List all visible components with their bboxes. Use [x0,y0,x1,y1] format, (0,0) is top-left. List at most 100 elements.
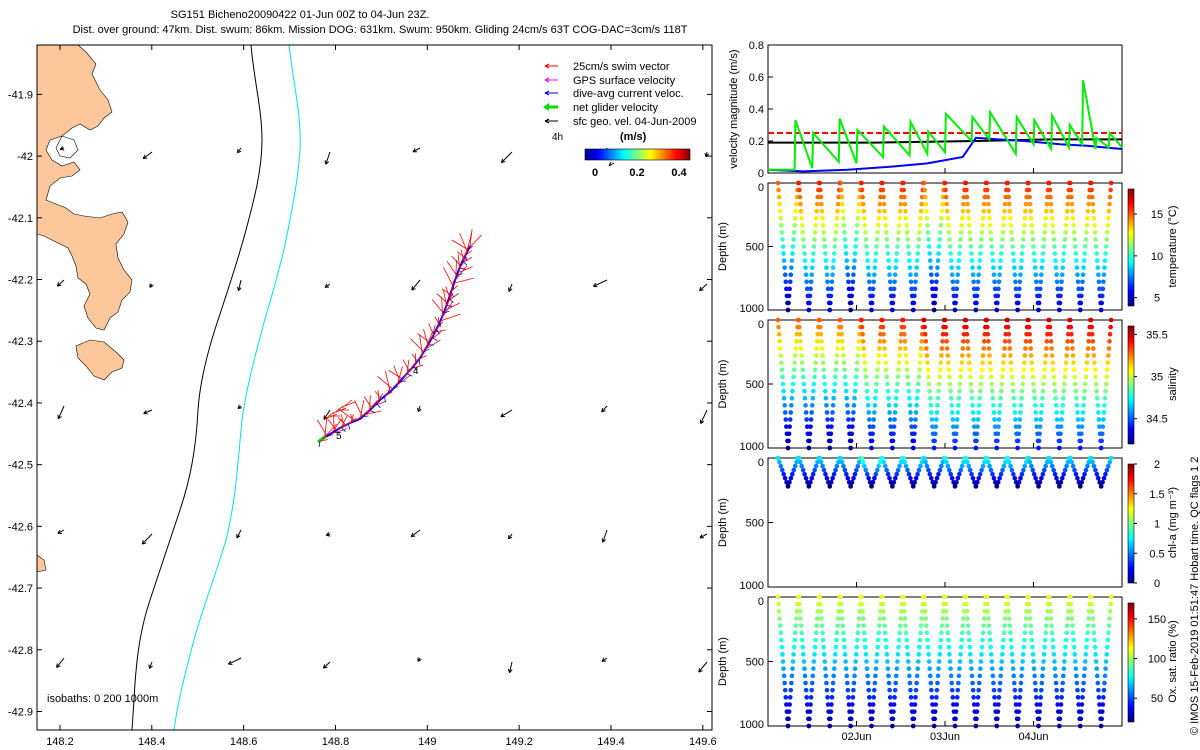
section-sample-point [945,215,951,221]
section-sample-point [798,208,804,214]
section-sample-point [866,410,872,415]
section-sample-point [922,187,927,193]
section-sample-point [854,467,859,473]
section-sample-point [1083,652,1089,657]
map-ytick-label: -41.9 [8,89,33,101]
section-sample-point [896,637,902,643]
section-sample-point [779,360,784,365]
section-sample-point [852,388,858,394]
section-sample-point [994,484,1000,489]
section-sample-point [831,673,836,679]
geo-arrowhead [228,660,233,665]
section-sample-point [1079,431,1084,437]
section-sample-point [949,680,954,686]
section-sample-point [822,381,828,387]
section-sample-point [936,666,941,671]
section-sample-point [908,410,913,415]
section-sample-point [806,484,812,489]
section-sample-point [785,484,791,489]
section-sample-point [969,666,974,671]
section-sample-point [990,395,996,401]
section-sample-point [957,659,963,664]
section-sample-point [1013,695,1018,700]
section-sample-point [1069,616,1075,621]
section-sample-point [886,395,891,401]
section-sample-point [809,403,815,408]
section-sample-point [777,201,782,207]
geo-arrowhead [237,404,242,410]
section-sample-point [955,475,961,481]
section-sample-point [823,666,828,671]
section-sample-point [860,616,866,621]
section-sample-point [1060,673,1066,679]
section-sample-point [818,459,824,465]
section-sample-point [906,251,912,256]
section-sample-point [954,286,959,292]
section-sample-point [1099,438,1105,444]
swim-vector [443,267,454,287]
section-sample-point [1011,395,1017,401]
section-sample-point [883,367,889,373]
section-sample-point [824,680,829,686]
section-sample-point [1036,716,1042,722]
geo-arrowhead [324,160,330,165]
section-sample-point [786,431,792,437]
section-sample-point [934,279,939,285]
section-sample-point [1060,403,1066,408]
section-sample-point [1034,286,1040,292]
section-sample-point [1096,687,1101,693]
section-sample-point [986,339,991,344]
section-sample-point [928,680,934,686]
section-sample-point [848,723,853,729]
section-sample-point [833,644,839,650]
section-sample-point [779,637,784,643]
section-sample-point [1085,353,1090,358]
section-sample-point [886,265,892,270]
section-sample-point [1104,644,1110,650]
section-sample-point [924,623,929,628]
section-sample-point [1062,659,1067,664]
section-sample-point [870,431,875,437]
section-sample-point [1063,637,1069,643]
geo-arrow [501,151,513,163]
section-sample-point [815,459,820,465]
section-sample-point [885,244,890,249]
section-sample-point [955,410,961,415]
section-sample-point [1092,230,1098,235]
section-sample-point [897,353,902,358]
swim-vector [406,359,410,374]
section-sample-point [988,230,993,235]
geo-arrowhead [601,407,606,413]
section-sample-point [1076,702,1081,707]
section-sample-point [963,594,969,600]
section-sample-point [1101,410,1107,415]
section-sample-point [1080,417,1085,422]
section-sample-point [848,307,853,313]
section-sample-point [827,484,833,489]
section-sample-point [905,652,911,657]
section-sample-point [958,467,964,473]
section-sample-point [907,680,913,686]
section-sample-point [823,388,828,394]
section-sample-point [1018,265,1024,270]
section-sample-point [870,286,876,292]
section-sample-point [1008,215,1013,221]
section-sample-point [819,339,824,344]
section-sample-point [944,346,950,351]
section-sample-point [796,455,802,461]
section-sample-point [875,223,881,228]
section-sample-point [854,230,860,235]
section-sample-point [1021,644,1027,650]
section-sample-point [1095,680,1101,686]
section-sample-point [860,331,865,337]
section-sample-point [820,630,825,636]
section-sample-point [1090,616,1096,621]
section-sample-point [1102,395,1108,401]
section-sample-point [1017,279,1023,285]
section-sample-point [936,659,942,664]
section-sample-point [1084,644,1089,650]
section-sample-point [990,258,996,263]
section-sample-point [859,455,864,461]
section-sample-point [870,424,876,429]
section-sample-point [782,403,787,408]
